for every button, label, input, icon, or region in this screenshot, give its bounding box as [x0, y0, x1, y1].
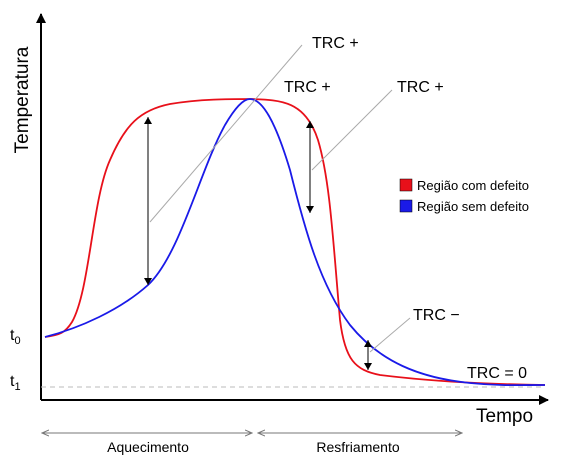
legend: Região com defeito Região sem defeito: [399, 178, 529, 214]
annotation: TRC = 0: [467, 365, 527, 382]
phase-label: Resfriamento: [316, 439, 399, 455]
leader: [311, 89, 393, 171]
annotation: TRC +: [397, 79, 444, 96]
sound-curve: [44, 98, 546, 387]
t0-label: t0: [10, 327, 21, 347]
annotation: TRC +: [312, 35, 359, 52]
annotation: TRC +: [284, 79, 331, 96]
t1-label: t1: [10, 373, 21, 393]
phase-label: Aquecimento: [107, 439, 189, 455]
y-label: Temperatura: [12, 46, 33, 153]
annotation: TRC −: [413, 307, 460, 324]
legend-swatch: [399, 178, 413, 192]
defect-curve: [44, 98, 546, 386]
leader: [149, 44, 303, 223]
legend-label: Região sem defeito: [417, 199, 529, 214]
legend-swatch: [399, 199, 413, 213]
legend-label: Região com defeito: [417, 178, 529, 193]
leader: [369, 317, 411, 353]
x-label: Tempo: [476, 406, 533, 427]
